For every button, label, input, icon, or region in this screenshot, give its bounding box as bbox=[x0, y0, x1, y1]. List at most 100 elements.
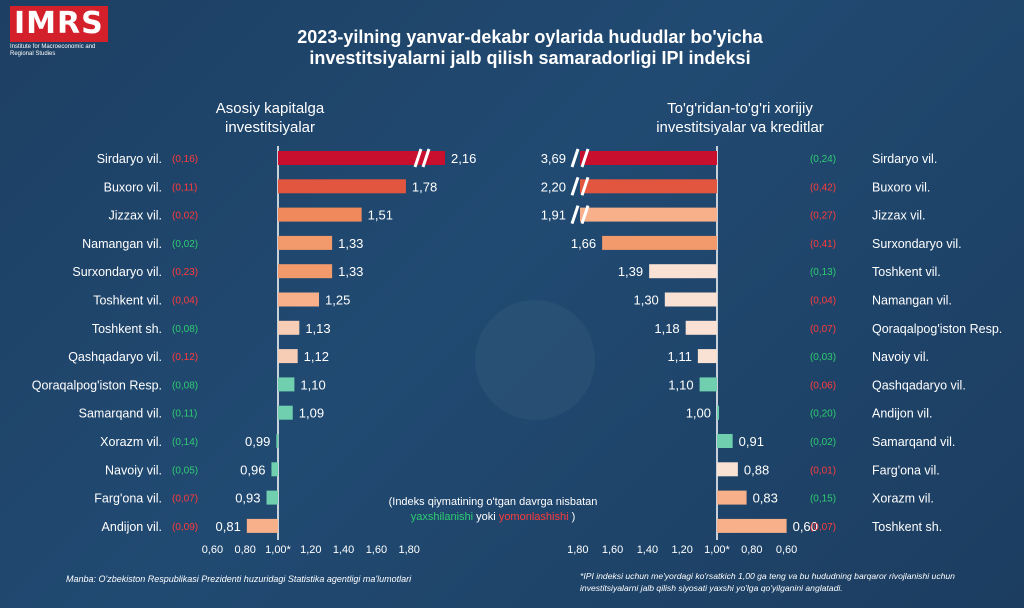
right-axis-break-2 bbox=[570, 176, 590, 196]
right-bar-10 bbox=[717, 405, 719, 420]
right-change-label-3: (0,27) bbox=[810, 211, 836, 222]
left-category-label-2: Buxoro vil. bbox=[104, 180, 162, 194]
right-bar-4 bbox=[602, 235, 717, 250]
left-value-label-1: 2,16 bbox=[451, 151, 476, 166]
left-bar-4 bbox=[278, 235, 333, 250]
left-category-label-11: Xorazm vil. bbox=[100, 435, 162, 449]
left-tick-2: 0,80 bbox=[234, 544, 255, 556]
right-value-label-11: 0,91 bbox=[739, 434, 764, 449]
right-category-label-3: Jizzax vil. bbox=[872, 209, 925, 223]
right-bar-9 bbox=[699, 377, 717, 392]
right-bar-2 bbox=[580, 179, 717, 194]
left-change-label-1: (0,16) bbox=[172, 154, 198, 165]
logo-text: IMRS bbox=[10, 6, 108, 42]
legend-or: yoki bbox=[473, 511, 499, 523]
right-change-label-10: (0,20) bbox=[810, 409, 836, 420]
left-category-label-3: Jizzax vil. bbox=[109, 209, 162, 223]
right-bar-8 bbox=[697, 349, 717, 364]
right-bar-1 bbox=[580, 151, 717, 165]
right-chart-title-line1: To'g'ridan-to'g'ri xorijiy bbox=[667, 100, 813, 117]
right-value-label-5: 1,39 bbox=[618, 264, 643, 279]
right-category-label-12: Farg'ona vil. bbox=[872, 463, 940, 477]
left-bar-7 bbox=[278, 320, 300, 335]
right-tick-1: 1,80 bbox=[567, 544, 588, 556]
left-change-label-4: (0,02) bbox=[172, 239, 198, 250]
left-chart-title: Asosiy kapitalga investitsiyalar bbox=[190, 99, 350, 137]
right-change-label-13: (0,15) bbox=[810, 494, 836, 505]
right-bar-11 bbox=[717, 434, 733, 448]
left-category-label-10: Samarqand vil. bbox=[79, 407, 162, 421]
legend-close: ) bbox=[568, 511, 576, 523]
right-tick-6: 0,80 bbox=[741, 544, 762, 556]
right-change-label-6: (0,04) bbox=[810, 296, 836, 307]
left-category-label-5: Surxondaryo vil. bbox=[72, 265, 162, 279]
left-bar-10 bbox=[278, 405, 293, 420]
right-tick-5: 1,00* bbox=[704, 544, 730, 556]
left-tick-3: 1,00* bbox=[265, 544, 291, 556]
right-category-label-7: Qoraqalpog'iston Resp. bbox=[872, 322, 1002, 336]
right-chart-title-line2: investitsiyalar va kreditlar bbox=[656, 119, 824, 136]
left-bar-1 bbox=[278, 151, 445, 165]
footnote-text: *IPI indeksi uchun me'yordagi ko'rsatkic… bbox=[580, 571, 955, 593]
right-tick-2: 1,60 bbox=[602, 544, 623, 556]
left-category-label-14: Andijon vil. bbox=[102, 520, 162, 534]
right-value-label-12: 0,88 bbox=[744, 462, 769, 477]
left-tick-4: 1,20 bbox=[300, 544, 321, 556]
left-chart-title-line2: investitsiyalar bbox=[224, 119, 316, 136]
left-bar-14 bbox=[246, 518, 278, 533]
left-value-label-12: 0,96 bbox=[240, 462, 265, 477]
right-value-label-13: 0,83 bbox=[753, 491, 778, 506]
left-change-label-9: (0,08) bbox=[172, 380, 198, 391]
left-change-label-14: (0,09) bbox=[172, 522, 198, 533]
left-change-label-2: (0,11) bbox=[172, 182, 197, 193]
left-value-label-6: 1,25 bbox=[325, 293, 350, 308]
left-axis-break-1 bbox=[413, 148, 431, 168]
left-category-label-6: Toshkent vil. bbox=[93, 294, 162, 308]
page-title-line1: 2023-yilning yanvar-dekabr oylarida hudu… bbox=[297, 27, 763, 47]
left-change-label-11: (0,14) bbox=[172, 437, 198, 448]
left-category-label-13: Farg'ona vil. bbox=[94, 492, 162, 506]
right-value-label-1: 3,69 bbox=[541, 151, 566, 166]
right-category-label-10: Andijon vil. bbox=[872, 407, 932, 421]
left-value-label-7: 1,13 bbox=[305, 321, 330, 336]
legend-note: (Indeks qiymatining o'tgan davrga nisbat… bbox=[373, 495, 613, 525]
left-value-label-8: 1,12 bbox=[304, 349, 329, 364]
left-category-label-1: Sirdaryo vil. bbox=[97, 152, 162, 166]
left-value-label-4: 1,33 bbox=[338, 236, 363, 251]
right-change-label-5: (0,13) bbox=[810, 267, 836, 278]
legend-worsen: yomonlashishi bbox=[498, 511, 569, 523]
left-change-label-6: (0,04) bbox=[172, 296, 198, 307]
right-bar-6 bbox=[664, 292, 717, 307]
right-bar-3 bbox=[580, 207, 717, 222]
right-bar-14 bbox=[717, 518, 787, 533]
left-change-label-8: (0,12) bbox=[172, 352, 198, 363]
right-category-label-4: Surxondaryo vil. bbox=[872, 237, 962, 251]
right-category-label-13: Xorazm vil. bbox=[872, 492, 934, 506]
right-axis-break-3 bbox=[570, 205, 590, 225]
right-change-label-8: (0,03) bbox=[810, 352, 836, 363]
left-tick-6: 1,60 bbox=[366, 544, 387, 556]
right-value-label-9: 1,10 bbox=[668, 377, 693, 392]
left-value-label-5: 1,33 bbox=[338, 264, 363, 279]
right-category-label-6: Namangan vil. bbox=[872, 294, 952, 308]
right-change-label-7: (0,07) bbox=[810, 324, 836, 335]
left-change-label-5: (0,23) bbox=[172, 267, 198, 278]
left-bar-11 bbox=[276, 434, 279, 448]
right-change-label-14: (0,07) bbox=[810, 522, 836, 533]
page-title-line2: investitsiyalarni jalb qilish samaradorl… bbox=[309, 48, 751, 68]
logo-subtitle: Institute for Macroeconomic and Regional… bbox=[10, 44, 96, 57]
left-change-label-7: (0,08) bbox=[172, 324, 198, 335]
left-value-label-3: 1,51 bbox=[368, 208, 393, 223]
left-category-label-12: Navoiy vil. bbox=[105, 463, 162, 477]
right-value-label-6: 1,30 bbox=[633, 293, 658, 308]
left-category-label-9: Qoraqalpog'iston Resp. bbox=[32, 378, 162, 392]
left-value-label-11: 0,99 bbox=[245, 434, 270, 449]
right-bar-13 bbox=[717, 490, 747, 505]
right-tick-3: 1,40 bbox=[637, 544, 658, 556]
left-change-label-13: (0,07) bbox=[172, 494, 198, 505]
left-bar-8 bbox=[278, 349, 298, 364]
right-tick-7: 0,60 bbox=[776, 544, 797, 556]
right-bar-5 bbox=[649, 264, 717, 279]
right-bar-7 bbox=[685, 320, 717, 335]
background-decoration bbox=[475, 300, 595, 420]
